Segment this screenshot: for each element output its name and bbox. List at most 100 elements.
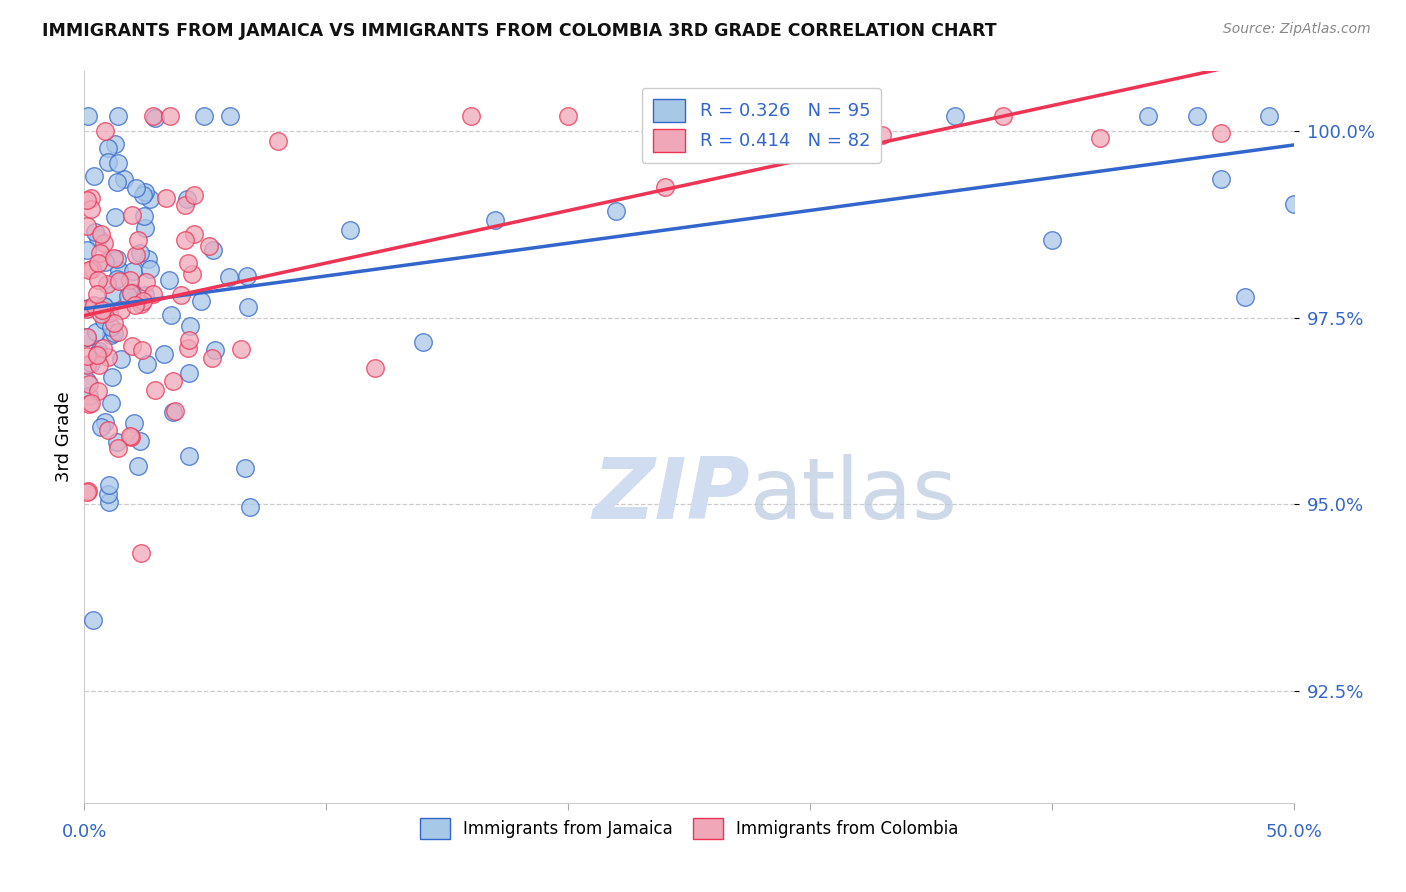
Point — [846, 119, 869, 133]
Point — [83, 297, 105, 311]
Point — [363, 361, 385, 376]
Point — [89, 246, 111, 260]
Point — [91, 299, 114, 313]
Legend: Immigrants from Jamaica, Immigrants from Colombia: Immigrants from Jamaica, Immigrants from… — [413, 811, 965, 846]
Point — [76, 193, 98, 207]
Point — [76, 484, 98, 499]
Point — [105, 272, 128, 286]
Point — [139, 262, 162, 277]
Point — [125, 181, 148, 195]
Point — [162, 374, 184, 388]
Point — [132, 293, 155, 308]
Point — [96, 277, 118, 291]
Point — [98, 494, 121, 508]
Point — [775, 125, 797, 139]
Point — [105, 175, 128, 189]
Point — [121, 339, 143, 353]
Point — [107, 326, 129, 340]
Point — [159, 308, 181, 322]
Point — [90, 420, 112, 434]
Point — [89, 344, 111, 359]
Point — [557, 109, 579, 123]
Point — [110, 303, 132, 318]
Point — [339, 223, 361, 237]
Point — [100, 396, 122, 410]
Point — [198, 239, 221, 253]
Point — [76, 330, 98, 344]
Point — [90, 307, 112, 321]
Point — [120, 273, 142, 287]
Point — [136, 252, 159, 266]
Point — [121, 285, 143, 300]
Point — [143, 384, 166, 398]
Point — [125, 247, 148, 261]
Point — [872, 128, 894, 143]
Point — [127, 233, 149, 247]
Point — [233, 461, 256, 475]
Point — [129, 434, 152, 448]
Point — [1209, 172, 1232, 186]
Point — [77, 388, 100, 402]
Point — [129, 297, 152, 311]
Point — [179, 319, 201, 334]
Point — [190, 293, 212, 308]
Point — [76, 359, 98, 373]
Point — [83, 169, 105, 183]
Point — [183, 188, 205, 202]
Point — [87, 231, 110, 245]
Point — [94, 416, 117, 430]
Point — [159, 109, 181, 123]
Point — [177, 256, 200, 270]
Point — [1209, 126, 1232, 140]
Point — [87, 256, 110, 270]
Point — [108, 275, 131, 289]
Point — [117, 289, 139, 303]
Point — [97, 350, 120, 364]
Point — [77, 397, 100, 411]
Point — [484, 213, 506, 227]
Point — [120, 287, 142, 301]
Point — [412, 335, 434, 350]
Point — [94, 124, 117, 138]
Point — [157, 273, 180, 287]
Point — [97, 478, 120, 492]
Point — [128, 246, 150, 260]
Point — [82, 613, 104, 627]
Point — [134, 221, 156, 235]
Point — [76, 483, 98, 498]
Point — [94, 254, 117, 268]
Text: Source: ZipAtlas.com: Source: ZipAtlas.com — [1223, 22, 1371, 37]
Point — [77, 376, 100, 391]
Point — [131, 343, 153, 357]
Point — [131, 546, 153, 560]
Point — [993, 109, 1015, 123]
Y-axis label: 3rd Grade: 3rd Grade — [55, 392, 73, 483]
Point — [1282, 197, 1305, 211]
Point — [84, 326, 107, 340]
Point — [155, 191, 177, 205]
Point — [91, 342, 114, 356]
Point — [79, 356, 101, 370]
Text: IMMIGRANTS FROM JAMAICA VS IMMIGRANTS FROM COLOMBIA 3RD GRADE CORRELATION CHART: IMMIGRANTS FROM JAMAICA VS IMMIGRANTS FR… — [42, 22, 997, 40]
Point — [101, 287, 124, 301]
Point — [122, 264, 145, 278]
Point — [229, 342, 252, 356]
Point — [97, 487, 120, 501]
Point — [107, 109, 129, 123]
Point — [100, 320, 122, 334]
Point — [1258, 109, 1281, 123]
Point — [110, 351, 132, 366]
Point — [93, 299, 115, 313]
Point — [87, 347, 110, 361]
Point — [181, 267, 204, 281]
Point — [1137, 109, 1160, 123]
Point — [93, 235, 115, 250]
Point — [80, 191, 103, 205]
Point — [93, 313, 115, 327]
Point — [1306, 109, 1329, 123]
Point — [76, 375, 98, 389]
Point — [89, 358, 111, 372]
Point — [204, 343, 226, 358]
Point — [136, 357, 159, 371]
Point — [97, 155, 120, 169]
